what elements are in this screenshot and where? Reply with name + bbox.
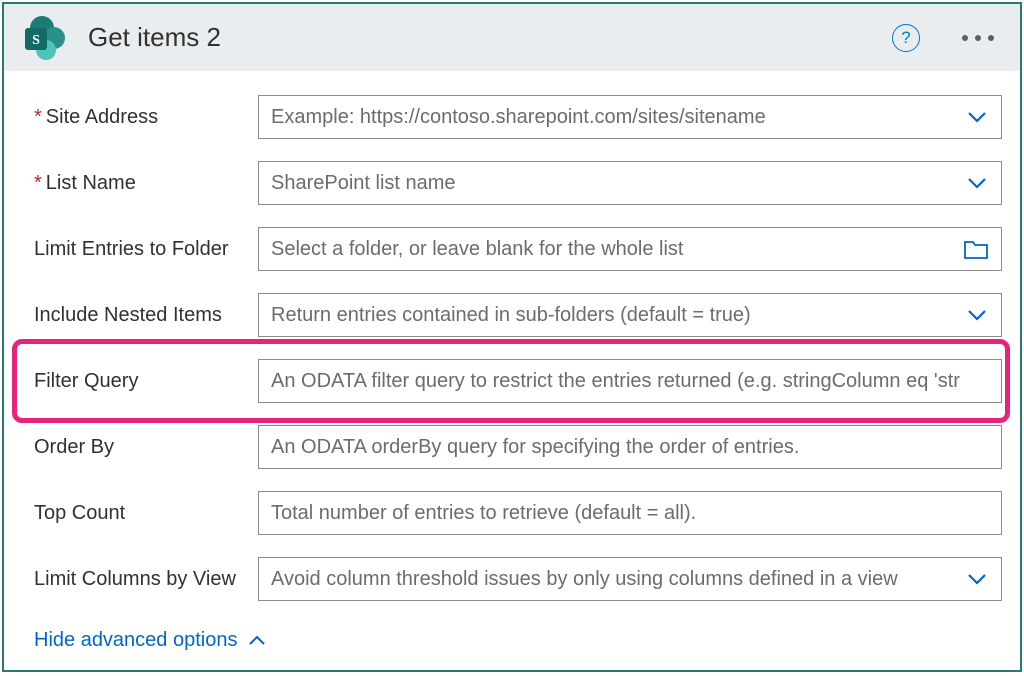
list-name-input[interactable]: SharePoint list name: [258, 161, 1002, 205]
filter-query-label: Filter Query: [34, 370, 258, 393]
site-address-placeholder: Example: https://contoso.sharepoint.com/…: [271, 106, 957, 129]
order-by-label: Order By: [34, 436, 258, 459]
chevron-down-icon[interactable]: [965, 567, 989, 591]
field-limit-columns: Limit Columns by View Avoid column thres…: [34, 557, 1002, 601]
chevron-up-icon: [247, 631, 267, 651]
field-list-name: List Name SharePoint list name: [34, 161, 1002, 205]
top-count-placeholder: Total number of entries to retrieve (def…: [271, 502, 989, 525]
hide-advanced-text: Hide advanced options: [34, 629, 237, 652]
field-top-count: Top Count Total number of entries to ret…: [34, 491, 1002, 535]
limit-folder-label: Limit Entries to Folder: [34, 238, 258, 261]
site-address-input[interactable]: Example: https://contoso.sharepoint.com/…: [258, 95, 1002, 139]
chevron-down-icon[interactable]: [965, 171, 989, 195]
folder-icon[interactable]: [963, 238, 989, 260]
more-icon[interactable]: [962, 35, 1002, 41]
card-body: Site Address Example: https://contoso.sh…: [4, 71, 1020, 670]
limit-folder-input[interactable]: Select a folder, or leave blank for the …: [258, 227, 1002, 271]
list-name-label: List Name: [34, 172, 258, 195]
card-header: S Get items 2 ?: [4, 4, 1020, 71]
nested-items-label: Include Nested Items: [34, 304, 258, 327]
order-by-input[interactable]: An ODATA orderBy query for specifying th…: [258, 425, 1002, 469]
field-filter-query: Filter Query An ODATA filter query to re…: [34, 359, 1002, 403]
chevron-down-icon[interactable]: [965, 105, 989, 129]
sharepoint-icon: S: [22, 14, 70, 62]
top-count-input[interactable]: Total number of entries to retrieve (def…: [258, 491, 1002, 535]
nested-items-input[interactable]: Return entries contained in sub-folders …: [258, 293, 1002, 337]
help-icon[interactable]: ?: [892, 24, 920, 52]
limit-columns-input[interactable]: Avoid column threshold issues by only us…: [258, 557, 1002, 601]
filter-query-placeholder: An ODATA filter query to restrict the en…: [271, 370, 989, 393]
field-limit-folder: Limit Entries to Folder Select a folder,…: [34, 227, 1002, 271]
site-address-label: Site Address: [34, 106, 258, 129]
limit-folder-placeholder: Select a folder, or leave blank for the …: [271, 238, 955, 261]
hide-advanced-link[interactable]: Hide advanced options: [34, 629, 1002, 652]
limit-columns-placeholder: Avoid column threshold issues by only us…: [271, 568, 957, 591]
field-site-address: Site Address Example: https://contoso.sh…: [34, 95, 1002, 139]
svg-text:S: S: [32, 33, 40, 48]
list-name-placeholder: SharePoint list name: [271, 172, 957, 195]
nested-items-placeholder: Return entries contained in sub-folders …: [271, 304, 957, 327]
action-card: S Get items 2 ? Site Address Example: ht…: [2, 2, 1022, 672]
chevron-down-icon[interactable]: [965, 303, 989, 327]
field-nested-items: Include Nested Items Return entries cont…: [34, 293, 1002, 337]
card-title: Get items 2: [88, 22, 874, 53]
top-count-label: Top Count: [34, 502, 258, 525]
field-order-by: Order By An ODATA orderBy query for spec…: [34, 425, 1002, 469]
filter-query-input[interactable]: An ODATA filter query to restrict the en…: [258, 359, 1002, 403]
limit-columns-label: Limit Columns by View: [34, 568, 258, 591]
order-by-placeholder: An ODATA orderBy query for specifying th…: [271, 436, 989, 459]
